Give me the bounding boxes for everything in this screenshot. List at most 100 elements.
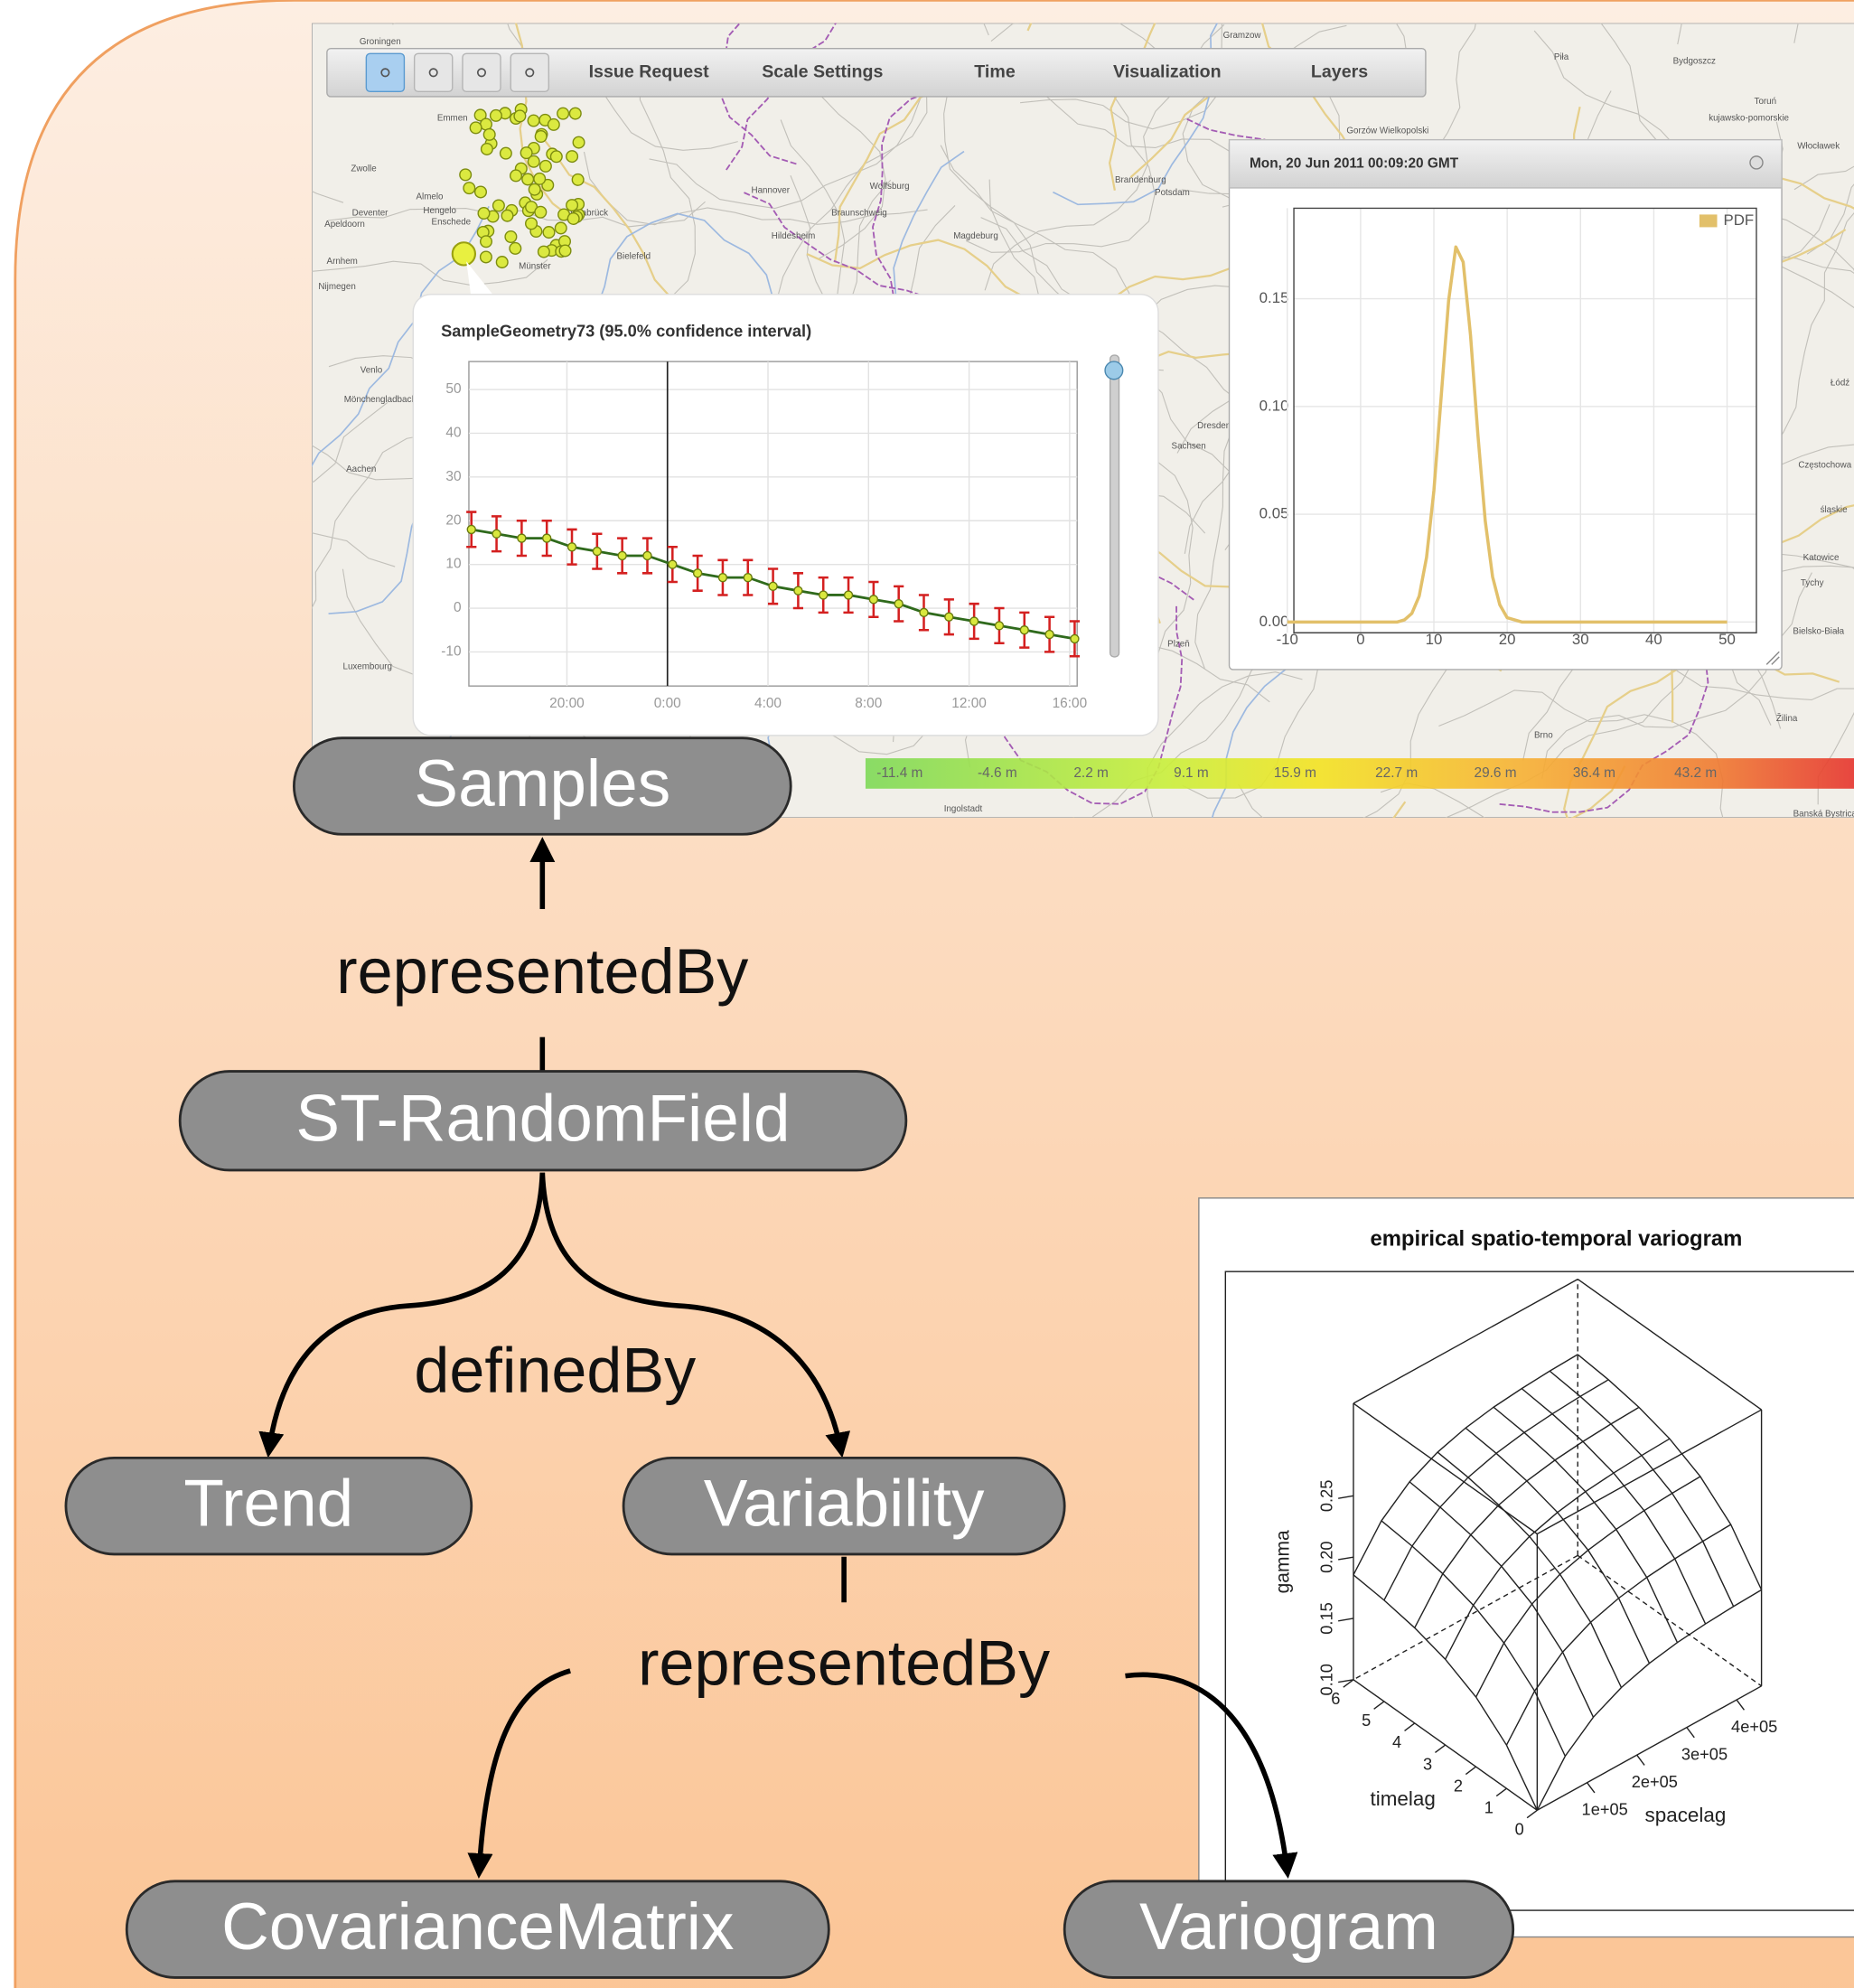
place-label: kujawsko-pomorskie [1709, 113, 1789, 123]
edge-label: representedBy [638, 1628, 1050, 1699]
sample-location[interactable] [514, 110, 526, 122]
color-scale-label: -4.6 m [978, 765, 1017, 781]
x-tick-label: 50 [1718, 631, 1736, 648]
edge-label: representedBy [336, 936, 748, 1007]
place-label: Apeldoorn [324, 220, 365, 230]
sample-location[interactable] [569, 108, 581, 119]
sample-location[interactable] [555, 222, 566, 234]
y-tick-label: 20 [445, 512, 461, 528]
menu-item[interactable]: Time [974, 61, 1016, 81]
selected-location[interactable] [453, 242, 475, 265]
data-point [1045, 631, 1053, 639]
legend-swatch [1700, 214, 1718, 227]
tool-button[interactable] [463, 53, 501, 91]
sample-location[interactable] [528, 155, 539, 167]
node-label: Variogram [1139, 1890, 1438, 1964]
place-label: Almelo [417, 192, 444, 202]
node-label: ST-RandomField [295, 1082, 790, 1155]
sample-location[interactable] [481, 236, 492, 248]
sample-location[interactable] [478, 208, 490, 220]
sample-location[interactable] [550, 151, 562, 163]
time-slider[interactable] [1110, 355, 1119, 657]
sample-location[interactable] [535, 131, 547, 143]
sample-location[interactable] [496, 257, 508, 268]
sample-location[interactable] [566, 200, 578, 211]
data-point [543, 534, 551, 542]
color-scale-label: 15.9 m [1274, 765, 1316, 781]
data-point [869, 595, 877, 604]
color-scale-label: 43.2 m [1674, 765, 1717, 781]
menu-item[interactable]: Visualization [1113, 61, 1222, 81]
sample-location[interactable] [501, 147, 512, 159]
tool-button[interactable] [415, 53, 453, 91]
y-tick-label: 10 [445, 557, 461, 572]
sample-location[interactable] [470, 122, 482, 134]
z-tick-label: 0.15 [1317, 1602, 1336, 1634]
sample-location[interactable] [572, 174, 584, 186]
x-axis-label: timelag [1371, 1787, 1436, 1810]
sample-location[interactable] [559, 245, 571, 257]
sample-location[interactable] [522, 173, 534, 185]
x-tick-label: 20:00 [549, 696, 585, 711]
x-tick-label: 4:00 [754, 696, 782, 711]
sample-location[interactable] [501, 210, 513, 221]
sample-location[interactable] [540, 161, 552, 173]
sample-location[interactable] [460, 169, 472, 181]
data-point [744, 574, 752, 582]
sample-location[interactable] [491, 110, 502, 122]
data-point [970, 617, 978, 625]
sample-location[interactable] [528, 115, 539, 127]
sample-location[interactable] [482, 144, 493, 155]
tool-button[interactable] [510, 53, 548, 91]
sample-location[interactable] [510, 170, 522, 182]
sample-location[interactable] [481, 251, 492, 263]
menu-item[interactable]: Layers [1311, 61, 1368, 81]
color-scale-label: -11.4 m [876, 765, 922, 781]
data-point [945, 613, 953, 621]
data-point [593, 548, 601, 556]
sample-location[interactable] [548, 119, 560, 131]
sample-location[interactable] [510, 243, 521, 255]
y-tick-label: 0.15 [1259, 289, 1289, 306]
place-label: Bielsko-Biała [1793, 626, 1844, 636]
x-tick-label: 12:00 [951, 696, 987, 711]
sample-location[interactable] [573, 136, 585, 148]
sample-location[interactable] [464, 183, 475, 194]
z-tick-label: 0.20 [1317, 1541, 1336, 1572]
sample-location[interactable] [567, 213, 579, 225]
sample-location[interactable] [538, 246, 550, 258]
y-tick-label: 4e+05 [1731, 1717, 1777, 1736]
sample-location[interactable] [483, 129, 495, 141]
place-label: Braunschweig [831, 209, 887, 219]
data-point [643, 551, 651, 559]
sample-location[interactable] [493, 200, 505, 211]
node-label: Samples [414, 747, 670, 821]
y-tick-label: 2e+05 [1632, 1772, 1678, 1791]
close-button[interactable] [1750, 156, 1763, 169]
place-label: Brno [1534, 730, 1553, 740]
sample-location[interactable] [526, 218, 538, 230]
sample-location[interactable] [535, 206, 547, 218]
data-point [819, 591, 828, 599]
place-label: Katowice [1803, 553, 1840, 563]
x-tick-label: 2 [1454, 1776, 1463, 1795]
menu-item[interactable]: Issue Request [589, 61, 710, 81]
place-label: Brandenburg [1115, 175, 1166, 185]
sample-location[interactable] [529, 183, 540, 195]
diagram: GroningenEmmenZwolleAlmeloHengeloEnsched… [0, 0, 1854, 1988]
place-label: Banská Bystrica [1793, 809, 1854, 819]
data-point [618, 551, 626, 559]
data-point [769, 582, 777, 590]
data-point [920, 608, 928, 616]
sample-location[interactable] [566, 151, 578, 163]
sample-location[interactable] [557, 108, 569, 119]
menu-item[interactable]: Scale Settings [762, 61, 883, 81]
data-point [492, 530, 501, 538]
sample-location[interactable] [534, 173, 546, 185]
sample-location[interactable] [543, 227, 555, 239]
slider-knob[interactable] [1105, 361, 1123, 380]
sample-location[interactable] [475, 186, 487, 198]
z-tick-label: 0.25 [1317, 1480, 1336, 1512]
tool-button[interactable] [366, 53, 404, 91]
sample-location[interactable] [505, 231, 517, 243]
